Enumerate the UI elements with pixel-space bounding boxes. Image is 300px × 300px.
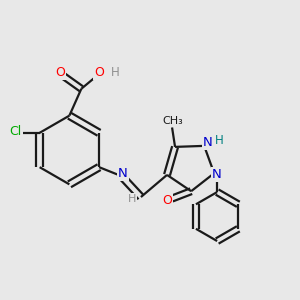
Text: Cl: Cl	[10, 125, 22, 138]
Text: O: O	[56, 66, 65, 79]
Text: O: O	[94, 66, 104, 79]
Text: N: N	[203, 136, 213, 149]
Text: O: O	[162, 194, 172, 207]
Text: CH₃: CH₃	[163, 116, 183, 126]
Text: H: H	[215, 134, 224, 147]
Text: H: H	[128, 194, 136, 203]
Text: N: N	[212, 168, 222, 181]
Text: N: N	[118, 167, 128, 180]
Text: H: H	[111, 66, 120, 79]
